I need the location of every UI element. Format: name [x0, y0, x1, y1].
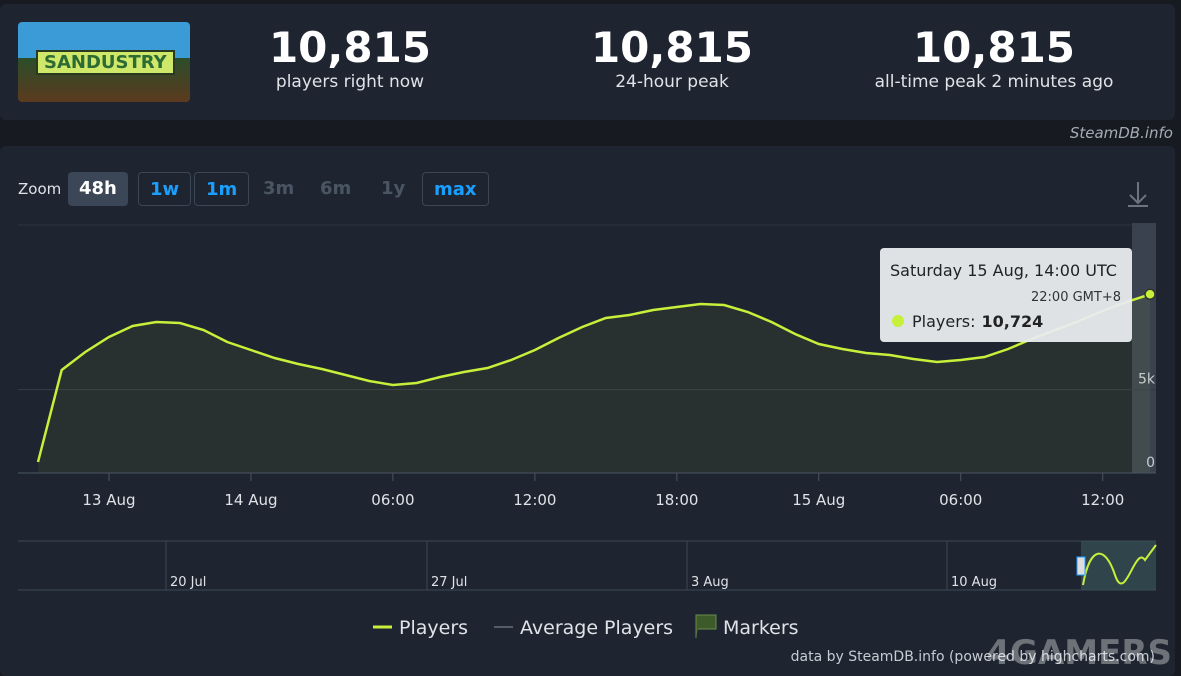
navigator-label: 20 Jul: [170, 575, 206, 590]
navigator-label: 27 Jul: [431, 575, 467, 590]
y-tick-label: 5k: [1138, 372, 1156, 388]
tooltip-row: Players: 10,724: [912, 312, 1043, 331]
x-tick-label: 12:00: [1081, 491, 1124, 509]
stat-label: all-time peak 2 minutes ago: [874, 72, 1114, 92]
game-logo: SANDUSTRY: [18, 22, 190, 102]
x-tick-label: 15 Aug: [792, 491, 845, 509]
tooltip-box: [880, 248, 1132, 342]
x-tick-label: 14 Aug: [224, 491, 277, 509]
tooltip-title: Saturday 15 Aug, 14:00 UTC: [890, 261, 1117, 280]
zoom-button[interactable]: 1m: [194, 172, 250, 206]
watermark: 4GAMERS: [986, 633, 1172, 673]
x-tick-label: 18:00: [655, 491, 698, 509]
tooltip-dot: [892, 315, 904, 327]
stats-panel: [0, 4, 1175, 120]
navigator-label: 10 Aug: [951, 575, 997, 590]
stat: 10,815 players right now: [200, 23, 500, 93]
legend-label: Markers: [723, 617, 799, 639]
tooltip-value: 10,724: [982, 312, 1044, 331]
stat-value: 10,815: [590, 23, 754, 72]
chart-panel: [0, 146, 1175, 676]
hover-band: [1132, 223, 1156, 473]
stat-label: 24-hour peak: [615, 72, 729, 92]
legend-label: Players: [399, 617, 468, 639]
logo-text: SANDUSTRY: [36, 50, 175, 75]
navigator-line: [1082, 544, 1157, 586]
download-icon: [1128, 182, 1148, 207]
zoom-button[interactable]: 3m: [263, 178, 295, 199]
tooltip-label: Players:: [912, 312, 976, 331]
stat: 10,815 all-time peak 2 minutes ago: [844, 23, 1144, 93]
tooltip: Saturday 15 Aug, 14:00 UTC 22:00 GMT+8 Pla…: [880, 248, 1132, 342]
navigator-handle: [1076, 556, 1086, 576]
credit: SteamDB.info: [1069, 124, 1173, 142]
zoom-button[interactable]: 6m: [320, 178, 352, 199]
tooltip-subtitle: 22:00 GMT+8: [1031, 290, 1121, 305]
x-tick-label: 12:00: [513, 491, 556, 509]
stat-value: 10,815: [912, 23, 1076, 72]
credits: data by SteamDB.info (powered by highcha…: [791, 649, 1155, 665]
x-tick-label: 13 Aug: [82, 491, 135, 509]
zoom-button[interactable]: 48h: [68, 172, 128, 206]
y-tick-label: 0: [1146, 455, 1155, 471]
zoom-button[interactable]: 1w: [138, 172, 192, 206]
legend-label: Average Players: [520, 617, 673, 639]
hover-point: [1144, 288, 1156, 301]
stat-label: players right now: [275, 72, 425, 92]
zoom-label: Zoom: [18, 180, 62, 198]
x-tick-label: 06:00: [371, 491, 414, 509]
zoom-button[interactable]: max: [422, 172, 489, 206]
players-line: [36, 293, 1151, 463]
x-tick-label: 06:00: [939, 491, 982, 509]
line-area: [38, 294, 1151, 473]
navigator-label: 3 Aug: [691, 575, 729, 590]
zoom-button[interactable]: 1y: [381, 178, 406, 199]
stat: 10,815 24-hour peak: [522, 23, 822, 93]
stat-value: 10,815: [268, 23, 432, 72]
legend-flag: [695, 614, 717, 638]
